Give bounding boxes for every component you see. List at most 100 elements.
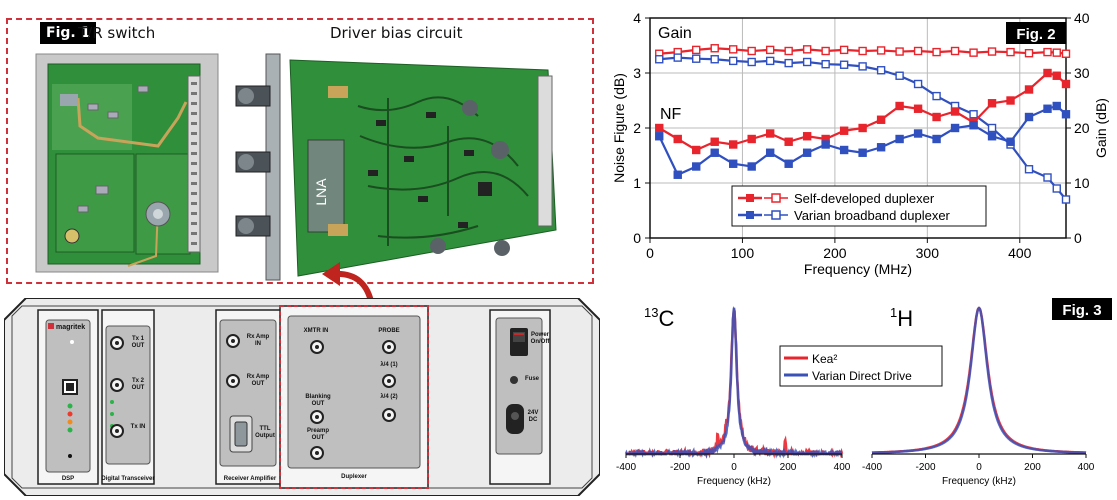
- data-point: [1043, 173, 1052, 182]
- data-point: [932, 112, 941, 122]
- data-point: [673, 53, 682, 62]
- data-point: [895, 47, 904, 56]
- x-axis-label: Frequency (MHz): [804, 261, 912, 277]
- x-tick-label: 200: [780, 462, 797, 473]
- brand-logo: magritek: [48, 323, 85, 331]
- data-point: [969, 48, 978, 57]
- data-point: [765, 45, 775, 55]
- data-point: [673, 134, 682, 144]
- tr-switch-board: [35, 53, 219, 273]
- data-point: [950, 107, 960, 116]
- y-left-tick-label: 1: [633, 175, 641, 191]
- data-point: [969, 110, 978, 119]
- data-point: [692, 162, 701, 171]
- panel-label-1: 1H: [890, 305, 913, 331]
- legend-marker-open: [771, 210, 781, 220]
- data-point: [1024, 112, 1034, 122]
- data-point: [692, 54, 701, 63]
- x-tick-label: -400: [616, 462, 636, 473]
- blanking-out-label: Blanking OUT: [305, 394, 331, 407]
- data-point: [1061, 110, 1071, 119]
- data-point: [858, 148, 867, 157]
- blanking-out-port[interactable]: [310, 410, 324, 424]
- rx-amp-in-label: Rx Amp IN: [246, 334, 270, 347]
- y-right-tick-label: 10: [1074, 175, 1090, 191]
- data-point: [895, 134, 904, 144]
- x-tick-label: 400: [1078, 462, 1095, 473]
- data-point: [876, 46, 886, 55]
- data-point: [655, 123, 664, 133]
- x-tick-label: 300: [916, 245, 940, 261]
- y-left-tick-label: 2: [633, 120, 641, 136]
- transceiver-label: Digital Transceiver: [101, 476, 155, 482]
- rx-amp-out-label: Rx Amp OUT: [246, 374, 270, 387]
- x-tick-label: 100: [731, 245, 755, 261]
- data-point: [747, 134, 756, 144]
- data-point: [728, 56, 738, 66]
- rx-amp-in-port[interactable]: [226, 334, 240, 348]
- y-left-tick-label: 3: [633, 65, 641, 81]
- data-point: [655, 132, 664, 141]
- data-point: [802, 45, 812, 54]
- data-point: [1006, 137, 1015, 146]
- lambda4-1-port[interactable]: [382, 374, 396, 388]
- rx-amp-out-port[interactable]: [226, 374, 240, 388]
- data-point: [802, 148, 812, 157]
- tx2-out-port[interactable]: [110, 378, 124, 392]
- y-right-tick-label: 20: [1074, 120, 1090, 136]
- fig3-tag-bg: [1052, 298, 1112, 320]
- x-tick-label: 0: [731, 462, 737, 473]
- tx-in-port[interactable]: [110, 424, 124, 438]
- data-point: [839, 145, 849, 155]
- data-point: [1043, 68, 1052, 78]
- data-point: [710, 137, 719, 146]
- tx1-out-port[interactable]: [110, 336, 124, 350]
- x-tick-label: -400: [862, 462, 882, 473]
- data-point: [876, 66, 886, 75]
- data-point: [784, 159, 793, 168]
- data-point: [839, 126, 849, 135]
- legend-marker-filled: [746, 194, 754, 202]
- data-point: [1061, 79, 1071, 89]
- data-point: [655, 55, 664, 64]
- data-point: [1006, 47, 1015, 57]
- data-point: [987, 132, 997, 141]
- data-point: [1061, 195, 1071, 204]
- preamp-out-port[interactable]: [310, 446, 324, 460]
- annotation-gain: Gain: [658, 25, 692, 42]
- lambda4-2-port[interactable]: [382, 408, 396, 422]
- probe-port[interactable]: [382, 340, 396, 354]
- tr-switch-label: T/R switch: [78, 24, 156, 42]
- data-point: [728, 159, 738, 168]
- legend-label: Varian broadband duplexer: [794, 208, 951, 223]
- data-point: [839, 60, 849, 69]
- y-right-axis-label: Gain (dB): [1093, 98, 1109, 158]
- fig1-dashed-frame: [6, 18, 594, 284]
- x-axis-label: Frequency (kHz): [697, 476, 771, 487]
- fig2-tag: Fig. 2: [1016, 26, 1055, 43]
- lna-label: LNA: [313, 178, 329, 206]
- rack-chassis: magritek DSP Digital Transceiver Receive…: [4, 298, 600, 496]
- data-point: [1043, 47, 1052, 57]
- y-left-axis-label: Noise Figure (dB): [611, 73, 627, 183]
- x-tick-label: 400: [834, 462, 851, 473]
- pcb-rendering: LNA: [35, 53, 557, 281]
- data-point: [821, 140, 830, 149]
- data-point: [710, 55, 719, 64]
- driver-bias-board: LNA: [235, 53, 557, 281]
- data-point: [784, 46, 793, 56]
- data-point: [913, 129, 923, 138]
- fig1-tag: Fig. 1: [40, 22, 97, 44]
- legend-marker-open: [771, 193, 781, 203]
- data-point: [765, 129, 775, 138]
- power-label: Power On/Off: [530, 332, 550, 345]
- driver-bias-label: Driver bias circuit: [330, 24, 463, 42]
- data-point: [1052, 184, 1061, 193]
- xmtr-in-port[interactable]: [310, 340, 324, 354]
- fig3-chart: 13C -400 -200 0 200 400 Frequency (kHz) 1H -400 -…: [616, 298, 1112, 487]
- x-tick-label: 0: [646, 245, 654, 261]
- fuse-label: Fuse: [524, 376, 539, 382]
- data-point: [765, 148, 775, 157]
- data-point: [1052, 71, 1061, 80]
